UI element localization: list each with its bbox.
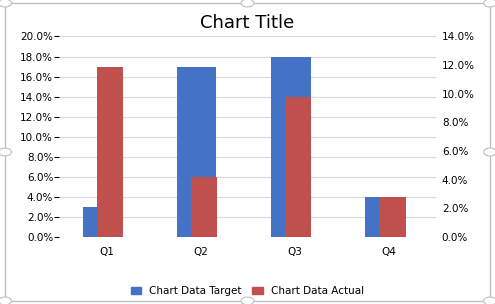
Bar [285,97,311,237]
Bar [83,207,122,237]
Bar [379,197,405,237]
Bar [271,57,310,237]
Bar [97,67,123,237]
Legend: Chart Data Target, Chart Data Actual: Chart Data Target, Chart Data Actual [131,286,364,296]
Title: Chart Title: Chart Title [200,14,295,32]
Bar [177,67,216,237]
Bar [191,177,217,237]
Bar [365,197,404,237]
